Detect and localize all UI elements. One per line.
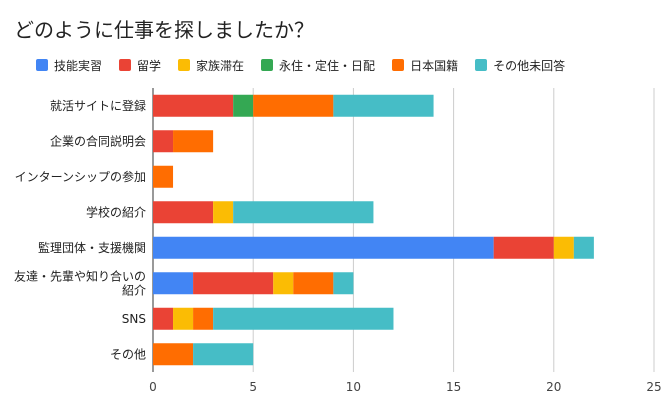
legend-swatch	[392, 59, 405, 71]
y-category-label: 監理団体・支援機関	[38, 240, 146, 255]
legend: 技能実習 留学 家族滞在 永住・定住・日配 日本国籍 その他未回答	[36, 56, 582, 74]
bar-segment	[153, 94, 234, 117]
legend-item: 家族滞在	[178, 57, 244, 74]
x-tick-label: 25	[646, 380, 661, 394]
bar-segment	[333, 272, 354, 295]
bar-segment	[153, 343, 194, 366]
bar-segment	[153, 201, 214, 224]
bar-segment	[293, 272, 334, 295]
bar-segment	[173, 130, 214, 153]
chart-title: どのように仕事を探しましたか？	[14, 18, 314, 42]
x-tick-label: 0	[149, 380, 157, 394]
bar-segment	[213, 201, 234, 224]
bar-segment	[193, 343, 254, 366]
bar-segment	[153, 307, 174, 330]
x-tick-label: 10	[346, 380, 361, 394]
bar-segment	[153, 130, 174, 153]
legend-swatch	[475, 59, 488, 71]
bar-segment	[153, 272, 194, 295]
legend-item: 技能実習	[36, 57, 102, 74]
y-category-label: 企業の合同説明会	[50, 133, 146, 148]
legend-label: 家族滞在	[196, 58, 245, 73]
bar-segment	[193, 272, 274, 295]
bar-segment	[553, 236, 574, 259]
bar-segment	[233, 94, 254, 117]
y-category-label: 学校の紹介	[86, 204, 146, 219]
legend-swatch	[178, 59, 191, 71]
x-tick-label: 5	[249, 380, 257, 394]
y-category-label: インターンシップの参加	[15, 169, 146, 184]
legend-label: 永住・定住・日配	[279, 58, 376, 73]
legend-label: 日本国籍	[410, 58, 459, 73]
bar-segment	[173, 307, 194, 330]
y-category-label: SNS	[122, 312, 146, 326]
legend-label: 留学	[137, 58, 162, 73]
legend-item: 永住・定住・日配	[261, 57, 375, 74]
legend-swatch	[119, 59, 132, 71]
bar-segment	[193, 307, 214, 330]
legend-label: その他未回答	[493, 58, 566, 73]
y-category-label: 就活サイトに登録	[50, 98, 146, 113]
legend-swatch	[261, 59, 274, 71]
legend-label: 技能実習	[54, 58, 103, 73]
x-tick-label: 20	[546, 380, 561, 394]
x-tick-label: 15	[446, 380, 461, 394]
bar-segment	[573, 236, 594, 259]
bar-segment	[153, 236, 494, 259]
bar-segment	[333, 94, 434, 117]
bar-segment	[273, 272, 294, 295]
bar-segment	[253, 94, 334, 117]
legend-item: その他未回答	[475, 57, 565, 74]
bar-segment	[153, 165, 174, 188]
y-category-label: 友達・先輩や知り合いの紹介	[14, 268, 146, 297]
legend-swatch	[36, 59, 48, 71]
bar-segment	[213, 307, 394, 330]
bar-segment	[233, 201, 374, 224]
bar-segment	[493, 236, 554, 259]
legend-item: 留学	[119, 57, 161, 74]
legend-item: 日本国籍	[392, 57, 458, 74]
y-category-label: その他	[110, 347, 146, 361]
